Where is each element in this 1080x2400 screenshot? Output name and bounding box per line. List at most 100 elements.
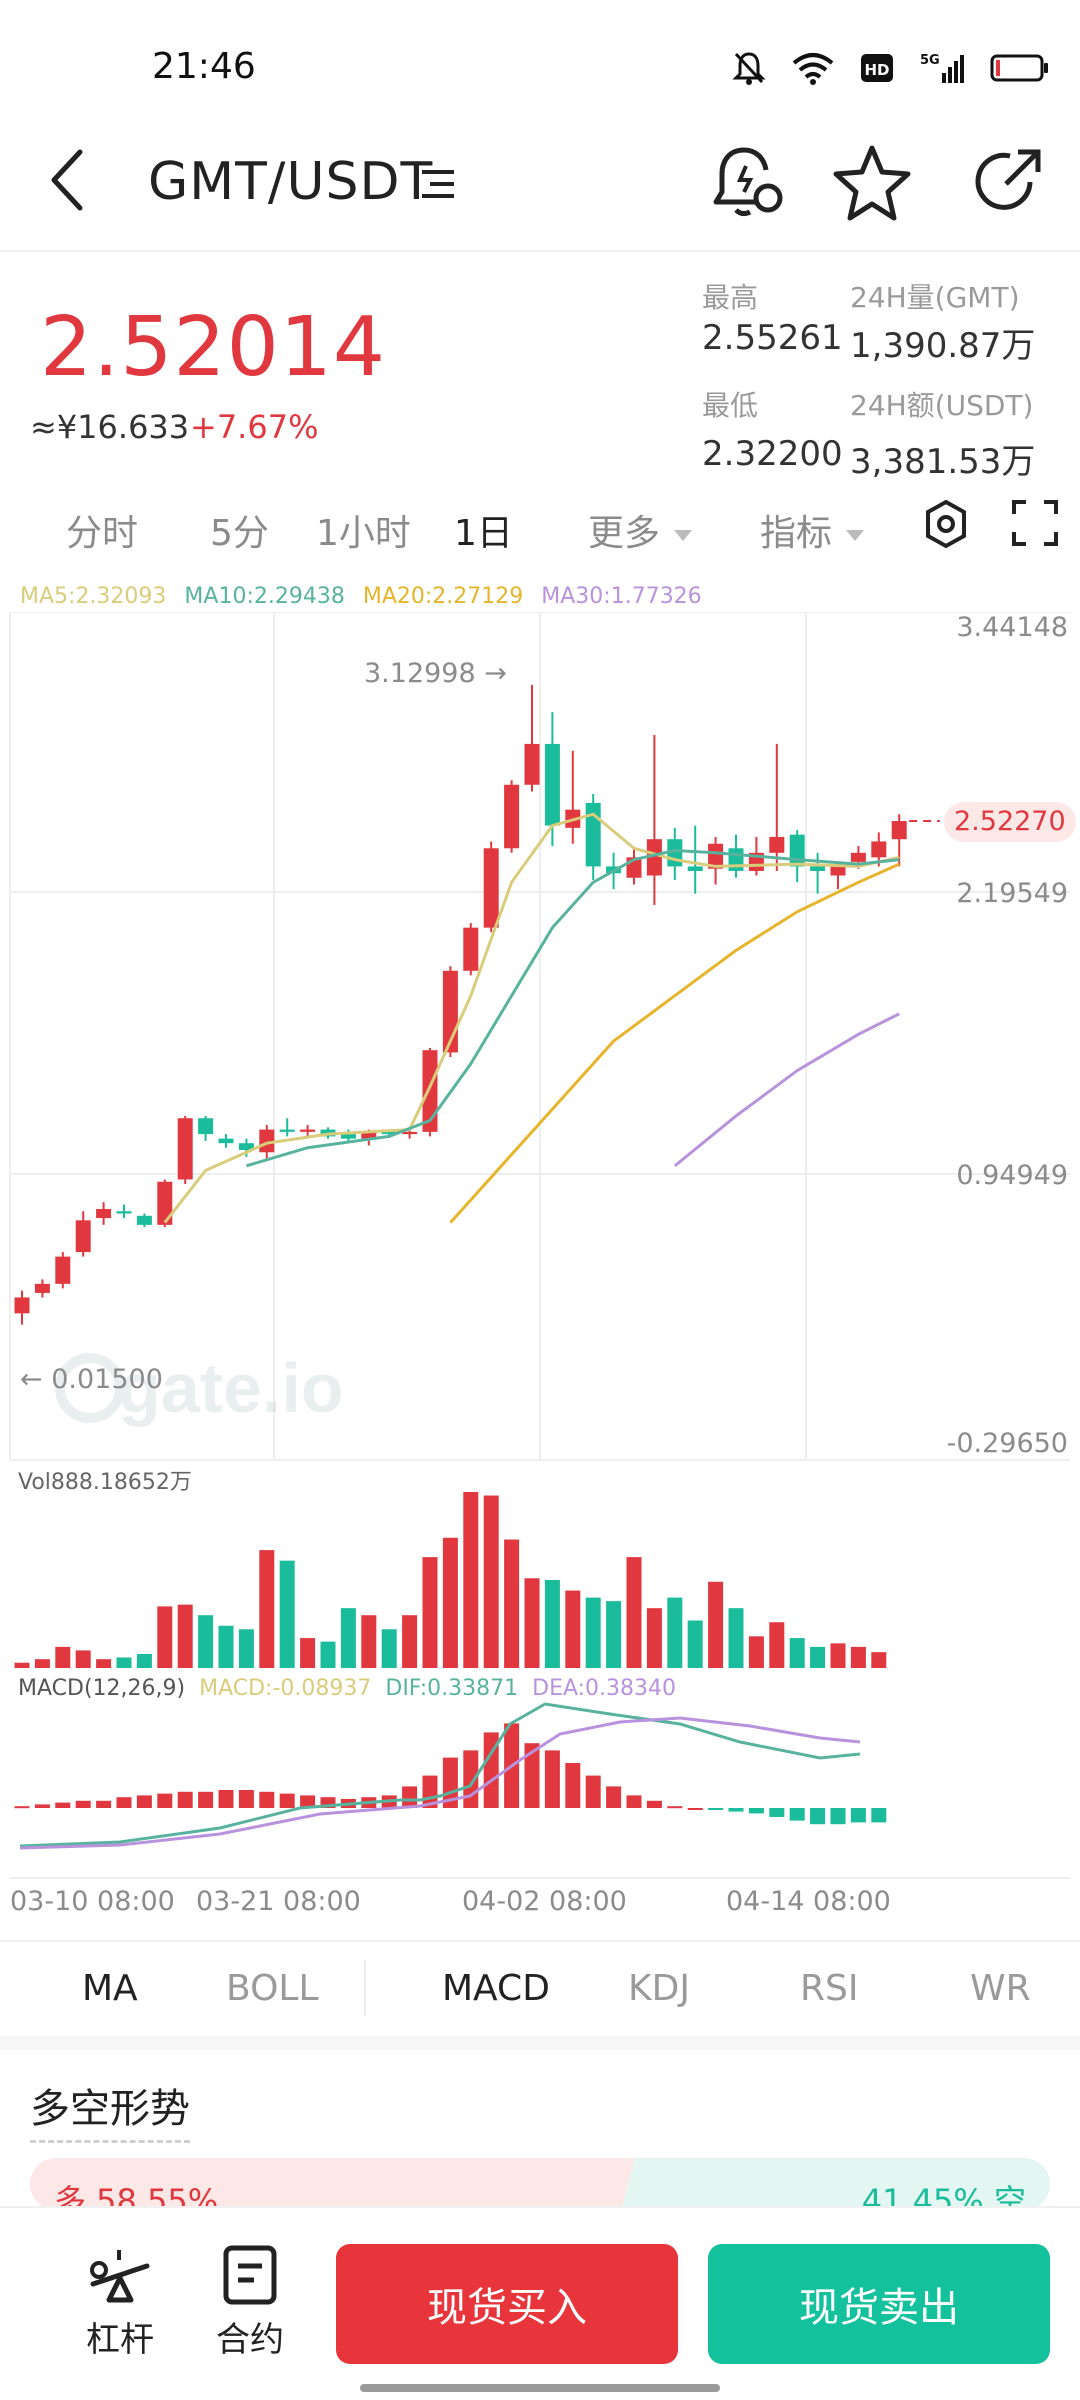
candle	[34, 1279, 50, 1298]
status-time: 21:46	[152, 46, 256, 87]
indicator-tab-kdj[interactable]: KDJ	[628, 1968, 690, 2009]
short-ratio-label: 41.45% 空	[861, 2182, 1026, 2210]
indicator-tab-wr[interactable]: WR	[970, 1968, 1031, 2009]
candle	[565, 750, 581, 844]
volume-bar	[300, 1638, 316, 1668]
volume-bar	[585, 1597, 601, 1668]
indicator-tab-macd[interactable]: MACD	[442, 1968, 550, 2009]
spot-buy-button[interactable]: 现货买入	[336, 2244, 678, 2364]
wifi-icon	[792, 53, 834, 85]
favorite-star-icon[interactable]	[830, 140, 914, 224]
switch-pair-icon[interactable]	[418, 164, 458, 204]
5g-signal-icon: 5G	[920, 53, 964, 83]
section-gap	[0, 2036, 1080, 2050]
contract-icon	[223, 2245, 277, 2305]
x-axis-label: 04-02 08:00	[462, 1886, 627, 1917]
volume-bar	[626, 1557, 642, 1668]
candle	[646, 734, 662, 905]
volume-bar	[687, 1620, 703, 1668]
y-axis-label: 0.94949	[956, 1160, 1068, 1191]
macd-bar	[544, 1750, 560, 1808]
tab-1hour[interactable]: 1小时	[316, 513, 411, 554]
share-icon[interactable]	[966, 140, 1050, 224]
indicator-tab-boll[interactable]: BOLL	[226, 1968, 319, 2009]
macd-bar	[259, 1791, 275, 1808]
ma30-value: MA30:1.77326	[541, 584, 702, 609]
volume-bar	[259, 1550, 275, 1668]
macd-bar	[75, 1800, 91, 1808]
volume-bar	[810, 1646, 826, 1668]
macd-bar	[769, 1808, 785, 1817]
pair-title[interactable]: GMT/USDT	[148, 152, 434, 212]
indicator-tab-ma[interactable]: MA	[82, 1968, 138, 2009]
candle	[667, 827, 683, 881]
volume-bar	[218, 1625, 234, 1668]
leverage-button[interactable]: 杠杆	[70, 2244, 170, 2374]
spot-sell-button[interactable]: 现货卖出	[708, 2244, 1050, 2364]
candle	[14, 1290, 30, 1325]
macd-bar	[300, 1795, 316, 1808]
volume-title: Vol888.18652万	[18, 1470, 192, 1495]
last-price: 2.52014	[40, 300, 387, 395]
macd-bar	[442, 1757, 458, 1808]
macd-bar	[198, 1791, 214, 1808]
candle	[279, 1118, 295, 1137]
macd-bar	[585, 1775, 601, 1808]
macd-bar	[871, 1808, 887, 1823]
high-label: 最高	[702, 281, 759, 314]
volume-bar	[483, 1495, 499, 1668]
volume-bar	[789, 1638, 805, 1668]
back-button[interactable]	[40, 140, 100, 220]
volume-bar	[442, 1537, 458, 1668]
volume-bar	[524, 1578, 540, 1668]
macd-chart	[10, 1702, 1070, 1879]
chevron-down-icon	[674, 529, 693, 541]
candle	[55, 1252, 71, 1289]
macd-bar	[238, 1790, 254, 1808]
contract-button[interactable]: 合约	[200, 2244, 300, 2374]
short-ratio-bar: 41.45% 空	[621, 2158, 1050, 2210]
volume-bar	[340, 1608, 356, 1668]
chart-settings-icon[interactable]	[920, 498, 972, 550]
volume-bar	[320, 1641, 336, 1668]
candle	[96, 1202, 112, 1225]
candle	[483, 841, 499, 933]
low-value: 2.32200	[702, 434, 843, 474]
volume-bar	[728, 1608, 744, 1668]
tab-1day[interactable]: 1日	[454, 513, 513, 554]
price-change-pct: +7.67%	[190, 408, 319, 446]
macd-bar	[136, 1795, 152, 1808]
volume-bar	[544, 1580, 560, 1668]
current-price-tag: 2.52270	[944, 802, 1076, 842]
volume-bar	[14, 1662, 30, 1668]
high-value: 2.55261	[702, 318, 843, 358]
candle	[75, 1211, 91, 1257]
status-icons: HD 5G	[732, 44, 1050, 92]
tab-timeshare[interactable]: 分时	[66, 513, 139, 554]
macd-bar	[830, 1808, 846, 1825]
volume-bar	[402, 1615, 418, 1668]
volume-bar	[279, 1560, 295, 1668]
macd-bar	[116, 1797, 132, 1808]
macd-title: MACD(12,26,9)	[18, 1676, 186, 1701]
tab-5min[interactable]: 5分	[210, 513, 269, 554]
svg-text:HD: HD	[864, 61, 889, 79]
macd-bar	[646, 1800, 662, 1808]
candle	[218, 1134, 234, 1148]
tab-more[interactable]: 更多	[588, 504, 693, 556]
battery-icon	[990, 54, 1048, 82]
macd-bar	[667, 1806, 683, 1809]
candlestick-chart[interactable]: gate.io	[0, 612, 1080, 1462]
hd-icon: HD	[861, 54, 893, 82]
y-axis-label: 3.44148	[956, 612, 1068, 643]
indicator-tab-rsi[interactable]: RSI	[800, 1968, 859, 2009]
candle	[157, 1179, 173, 1228]
fullscreen-icon[interactable]	[1010, 498, 1060, 548]
volume-bar	[606, 1601, 622, 1668]
volume-bar	[75, 1650, 91, 1668]
candle	[524, 684, 540, 792]
tab-indicator[interactable]: 指标	[760, 504, 865, 556]
x-axis-label: 03-10 08:00	[10, 1886, 175, 1917]
volume-bar	[55, 1646, 71, 1668]
price-alert-icon[interactable]	[706, 140, 790, 224]
